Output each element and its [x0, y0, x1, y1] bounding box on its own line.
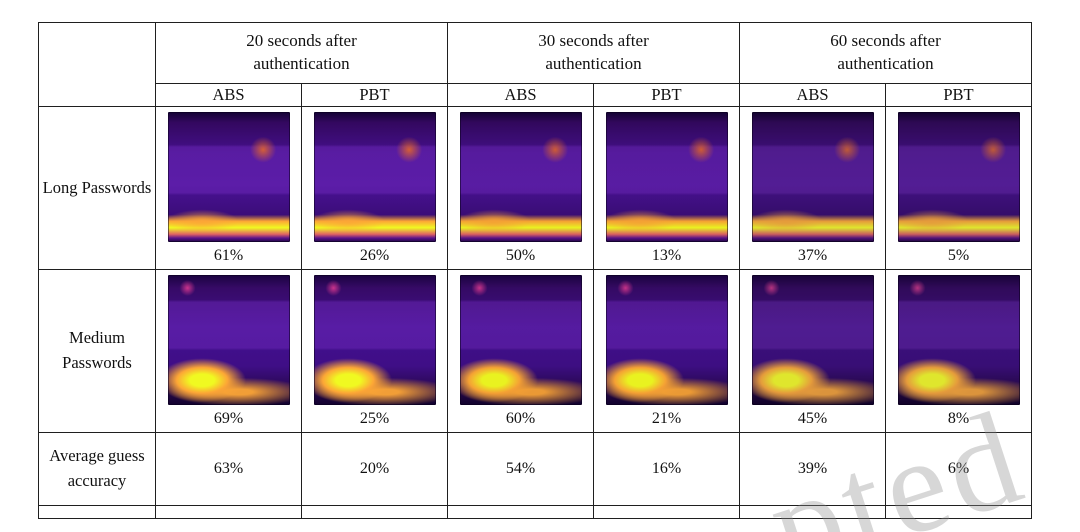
thermal-cell: 60% — [447, 269, 594, 433]
guess-accuracy-value: 61% — [213, 246, 244, 264]
thermal-image — [167, 274, 290, 405]
thermal-cell: 25% — [301, 269, 448, 433]
thermal-image — [751, 274, 874, 405]
stub-cell — [155, 505, 302, 519]
guess-accuracy-value: 37% — [797, 246, 828, 264]
thermal-image — [459, 274, 582, 405]
average-accuracy-value: 39% — [739, 432, 886, 506]
group-label-line2: authentication — [545, 54, 642, 73]
group-label-line1: 30 seconds after — [538, 31, 649, 51]
corner-cell — [38, 22, 156, 107]
thermal-cell: 21% — [593, 269, 740, 433]
group-label-line2: authentication — [837, 54, 934, 73]
material-header-pbt: PBT — [301, 83, 448, 107]
guess-accuracy-value: 21% — [651, 409, 682, 427]
thermal-cell: 45% — [739, 269, 886, 433]
average-accuracy-value: 63% — [155, 432, 302, 506]
row-label-average-guess-accuracy: Average guess accuracy — [38, 432, 156, 506]
stub-cell — [593, 505, 740, 519]
average-accuracy-value: 16% — [593, 432, 740, 506]
column-group-60s: 60 seconds after authentication — [739, 22, 1032, 84]
stub-cell — [301, 505, 448, 519]
stub-cell — [739, 505, 886, 519]
average-accuracy-value: 20% — [301, 432, 448, 506]
thermal-image — [459, 111, 582, 242]
group-label-line1: 60 seconds after — [830, 31, 941, 51]
thermal-cell: 50% — [447, 106, 594, 270]
thermal-image — [605, 111, 728, 242]
thermal-cell: 61% — [155, 106, 302, 270]
row-label-long-passwords: Long Passwords — [38, 106, 156, 270]
average-accuracy-value: 54% — [447, 432, 594, 506]
guess-accuracy-value: 69% — [213, 409, 244, 427]
thermal-cell: 26% — [301, 106, 448, 270]
guess-accuracy-value: 60% — [505, 409, 536, 427]
stub-cell — [38, 505, 156, 519]
guess-accuracy-value: 26% — [359, 246, 390, 264]
guess-accuracy-value: 13% — [651, 246, 682, 264]
thermal-image — [897, 111, 1020, 242]
material-header-abs: ABS — [739, 83, 886, 107]
thermal-cell: 37% — [739, 106, 886, 270]
thermal-image — [897, 274, 1020, 405]
guess-accuracy-value: 50% — [505, 246, 536, 264]
thermal-cell: 69% — [155, 269, 302, 433]
thermal-image — [751, 111, 874, 242]
group-label-line1: 20 seconds after — [246, 31, 357, 51]
thermal-cell: 5% — [885, 106, 1032, 270]
thermal-image — [313, 111, 436, 242]
thermal-image — [313, 274, 436, 405]
results-table: 20 seconds after authentication 30 secon… — [38, 22, 1032, 519]
group-label-line2: authentication — [253, 54, 350, 73]
material-header-pbt: PBT — [885, 83, 1032, 107]
average-accuracy-value: 6% — [885, 432, 1032, 506]
column-group-30s: 30 seconds after authentication — [447, 22, 740, 84]
row-label-medium-passwords: Medium Passwords — [38, 269, 156, 433]
guess-accuracy-value: 8% — [947, 409, 970, 427]
thermal-cell: 13% — [593, 106, 740, 270]
thermal-cell: 8% — [885, 269, 1032, 433]
material-header-abs: ABS — [447, 83, 594, 107]
cropped-row-stub — [38, 505, 1032, 519]
guess-accuracy-value: 25% — [359, 409, 390, 427]
column-group-20s: 20 seconds after authentication — [155, 22, 448, 84]
guess-accuracy-value: 45% — [797, 409, 828, 427]
material-header-abs: ABS — [155, 83, 302, 107]
material-header-pbt: PBT — [593, 83, 740, 107]
guess-accuracy-value: 5% — [947, 246, 970, 264]
thermal-image — [167, 111, 290, 242]
stub-cell — [885, 505, 1032, 519]
stub-cell — [447, 505, 594, 519]
thermal-image — [605, 274, 728, 405]
